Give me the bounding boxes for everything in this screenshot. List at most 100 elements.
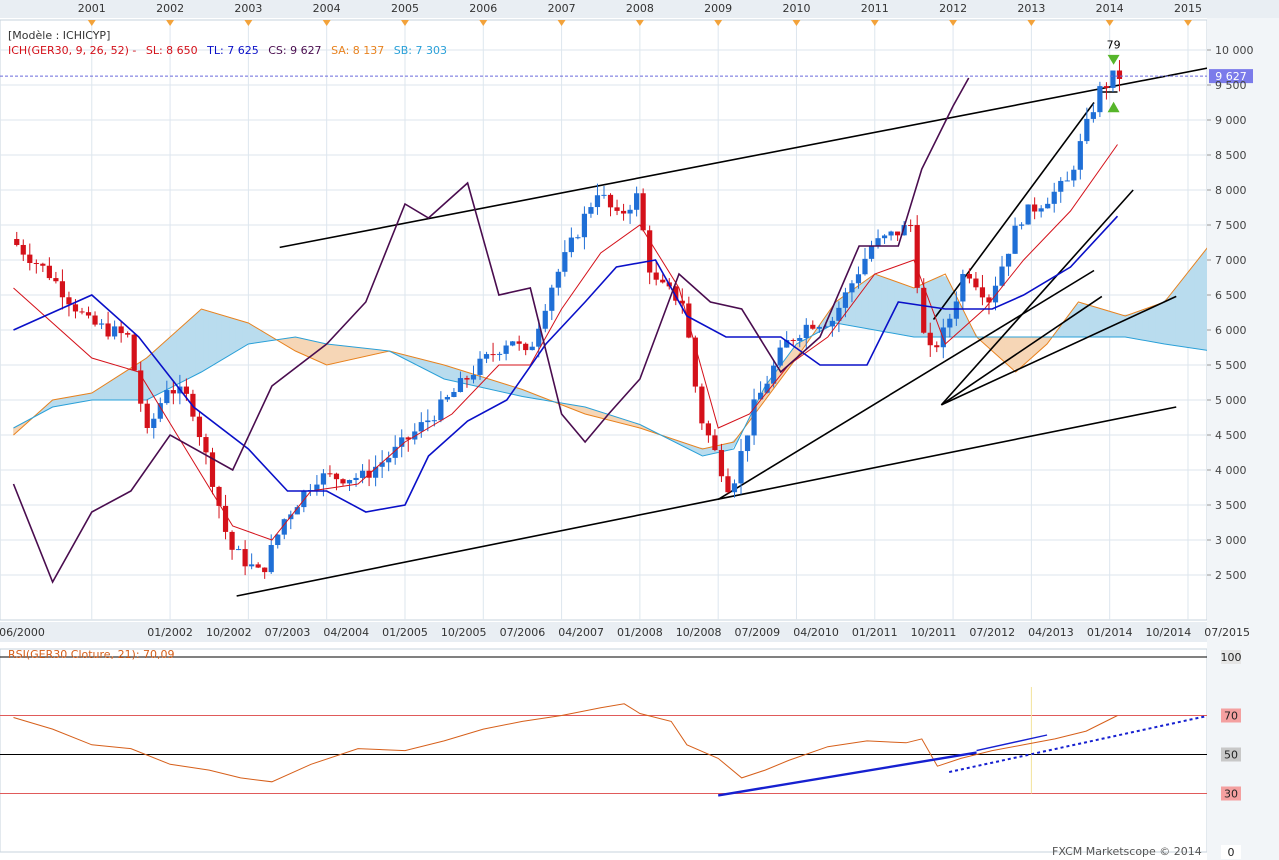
candle-bull <box>431 420 437 422</box>
candle-bull <box>353 477 359 481</box>
trendline <box>236 406 1177 597</box>
candle-bull <box>503 345 509 354</box>
model-label: [Modèle : ICHICYP] <box>8 29 111 42</box>
cloud-segment <box>1148 304 1156 343</box>
year-marker-icon <box>870 20 879 26</box>
year-label: 2008 <box>626 2 654 15</box>
cloud-segment <box>215 312 223 364</box>
candle-bear <box>699 386 705 424</box>
candle-bear <box>973 278 979 288</box>
candle-bear <box>405 437 411 440</box>
year-marker-icon <box>400 20 409 26</box>
x-tick-label: 07/2006 <box>500 626 546 639</box>
candle-bull <box>744 435 751 452</box>
candle-bull <box>953 301 959 319</box>
y-tick-label: 6 000 <box>1215 324 1247 337</box>
candle-bull <box>823 326 829 328</box>
candle-bull <box>510 341 516 346</box>
rsi-trendline <box>717 751 977 797</box>
year-label: 2004 <box>313 2 341 15</box>
year-marker-icon <box>1183 20 1192 26</box>
year-label: 2012 <box>939 2 967 15</box>
candle-bear <box>986 297 992 303</box>
cloud-segment <box>1089 305 1097 338</box>
candle-bull <box>836 307 842 321</box>
candle-bear <box>33 262 39 264</box>
rsi-trendline-short <box>976 734 1048 752</box>
year-marker-icon <box>949 20 958 26</box>
trendline <box>717 269 1095 501</box>
ichimoku-name: ICH(GER30, 9, 26, 52) - <box>8 44 137 57</box>
cloud-segment <box>1200 246 1208 351</box>
candle-bear <box>183 386 189 394</box>
trendlines <box>236 59 1247 597</box>
candle-bull <box>529 346 535 351</box>
candle-bear <box>196 416 203 438</box>
cloud-segment <box>124 367 132 401</box>
candle-bull <box>862 258 868 275</box>
rsi-badge <box>1221 708 1241 723</box>
candle-bear <box>333 473 340 480</box>
candle-bull <box>588 207 594 214</box>
candle-bear <box>673 286 679 301</box>
candle-bull <box>379 462 385 467</box>
candle-bull <box>483 354 490 359</box>
candle-bear <box>692 337 698 387</box>
year-label: 2014 <box>1096 2 1124 15</box>
year-marker-icon <box>1105 20 1114 26</box>
cloud-segment <box>228 316 236 357</box>
candle-bear <box>620 210 627 214</box>
rsi-tick-label: 50 <box>1224 749 1238 762</box>
candle-bear <box>1103 86 1110 88</box>
x-tick-label: 04/2007 <box>558 626 604 639</box>
y-tick-label: 8 000 <box>1215 184 1247 197</box>
candle-bear <box>242 549 248 567</box>
candle-bear <box>966 274 972 279</box>
candle-bear <box>679 300 685 304</box>
candle-bear <box>686 303 692 338</box>
rsi-tick-label: 100 <box>1221 651 1242 664</box>
candle-bull <box>757 392 764 400</box>
cloud-segment <box>339 345 347 363</box>
cloud-segment <box>235 318 243 353</box>
cloud-segment <box>345 345 354 361</box>
candle-bull <box>881 235 888 239</box>
candle-bear <box>921 287 927 333</box>
cloud-segment <box>1161 296 1169 345</box>
candle-bull <box>98 323 105 325</box>
candle-bull <box>1090 112 1096 119</box>
cloud-segment <box>202 308 210 372</box>
cloud-segment <box>900 282 908 337</box>
candle-bull <box>275 534 281 546</box>
candle-bull <box>281 519 287 535</box>
candle-bull <box>1005 253 1012 267</box>
candle-bear <box>216 486 222 506</box>
candle-bear <box>614 207 620 211</box>
x-tick-label: 10/2008 <box>676 626 722 639</box>
candle-bear <box>255 564 261 568</box>
candle-bull <box>562 252 568 272</box>
candle-bear <box>790 340 796 342</box>
candle-bull <box>803 324 809 338</box>
candle-bull <box>1058 180 1064 192</box>
candle-bear <box>131 334 137 371</box>
current-price-marker <box>1209 69 1253 84</box>
candle-bull <box>386 457 392 463</box>
candle-bull <box>438 399 444 421</box>
candle-bull <box>235 549 242 551</box>
candle-bull <box>1025 204 1031 225</box>
cloud-segment <box>352 346 360 360</box>
candle-bull <box>346 480 353 484</box>
arrow-up-icon <box>1107 101 1120 113</box>
x-tick-label: 10/2002 <box>206 626 252 639</box>
x-tick-label: 01/2005 <box>382 626 428 639</box>
year-marker-icon <box>635 20 644 26</box>
candle-bear <box>209 452 216 487</box>
candle-bull <box>901 225 907 236</box>
candle-bear <box>203 437 209 453</box>
cloud-segment <box>332 344 341 364</box>
candle-bear <box>14 239 20 245</box>
cloud-segment <box>443 364 451 381</box>
